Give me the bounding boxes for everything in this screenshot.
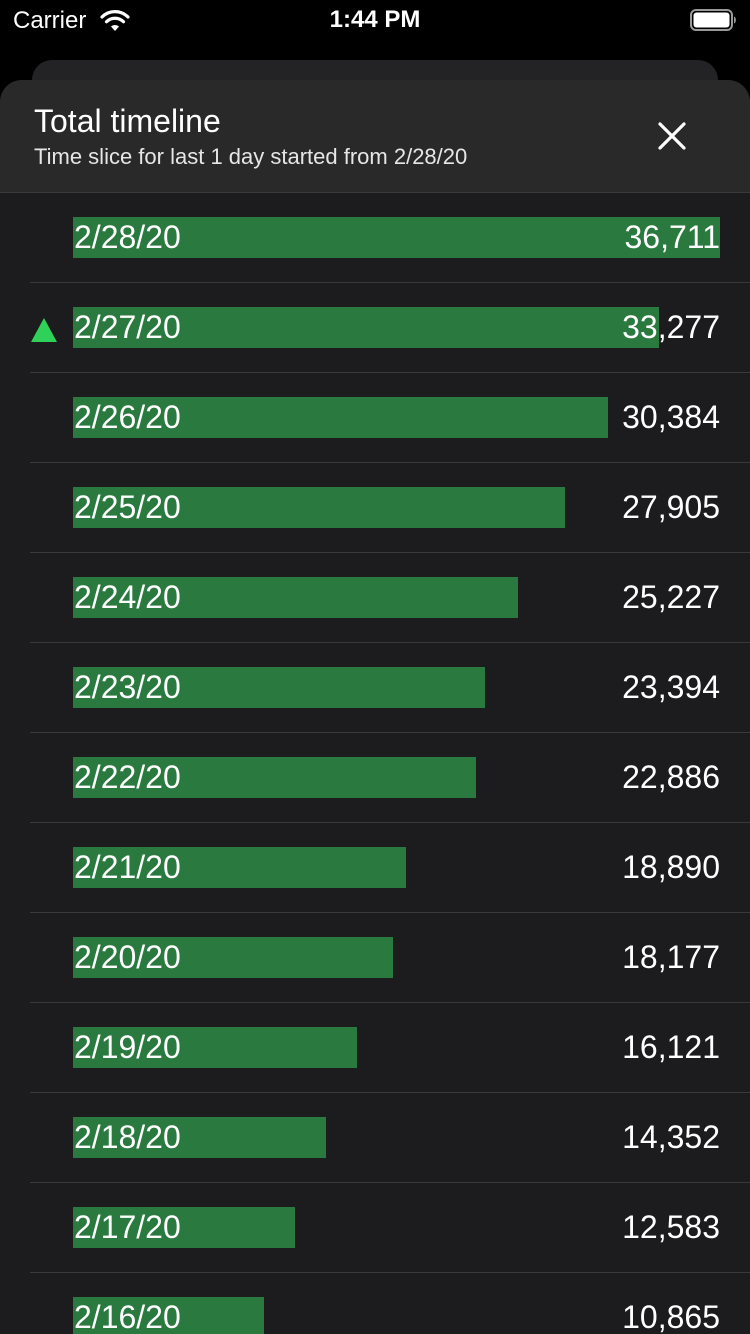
row-value: 22,886 [622, 759, 720, 795]
row-date: 2/22/20 [74, 759, 181, 795]
timeline-row[interactable]: 2/25/20 27,905 [30, 463, 750, 553]
timeline-row[interactable]: 2/24/20 25,227 [30, 553, 750, 643]
row-date: 2/25/20 [74, 489, 181, 525]
row-value: 30,384 [622, 399, 720, 435]
wifi-icon [100, 10, 130, 31]
row-value: 12,583 [622, 1209, 720, 1245]
row-date: 2/20/20 [74, 939, 181, 975]
count-bar [73, 397, 608, 438]
timeline-row[interactable]: 2/17/20 12,583 [30, 1183, 750, 1273]
count-bar [73, 937, 393, 978]
count-bar [73, 757, 476, 798]
row-date: 2/27/20 [74, 309, 181, 345]
count-bar [73, 1297, 264, 1334]
sheet-title: Total timeline [34, 103, 221, 139]
timeline-row[interactable]: 2/16/20 10,865 [30, 1273, 750, 1334]
row-value: 36,711 [624, 219, 721, 255]
trend-up-icon [31, 318, 57, 342]
row-value: 23,394 [622, 669, 720, 705]
timeline-row[interactable]: 2/23/20 23,394 [30, 643, 750, 733]
count-bar [73, 487, 565, 528]
timeline-sheet: Total timeline Time slice for last 1 day… [0, 80, 750, 1334]
row-value: 16,121 [622, 1029, 720, 1065]
row-value: 18,177 [622, 939, 720, 975]
battery-icon [690, 9, 736, 31]
row-date: 2/24/20 [74, 579, 181, 615]
count-bar [73, 1027, 357, 1068]
timeline-list: 2/28/20 36,711 2/27/20 33,277 2/26/20 30,384 2… [0, 193, 750, 1334]
row-value: 14,352 [622, 1119, 720, 1155]
count-bar [73, 1117, 326, 1158]
timeline-row[interactable]: 2/26/20 30,384 [30, 373, 750, 463]
timeline-row[interactable]: 2/22/20 22,886 [30, 733, 750, 823]
row-date: 2/21/20 [74, 849, 181, 885]
timeline-row[interactable]: 2/21/20 18,890 [30, 823, 750, 913]
timeline-row[interactable]: 2/27/20 33,277 [30, 283, 750, 373]
row-value: 25,227 [622, 579, 720, 615]
timeline-row[interactable]: 2/20/20 18,177 [30, 913, 750, 1003]
count-bar [73, 217, 720, 258]
row-date: 2/28/20 [74, 219, 181, 255]
close-button[interactable] [652, 116, 692, 156]
timeline-row[interactable]: 2/28/20 36,711 [30, 193, 750, 283]
row-date: 2/18/20 [74, 1119, 181, 1155]
close-icon [658, 122, 686, 150]
count-bar [73, 847, 406, 888]
row-value: 27,905 [622, 489, 720, 525]
clock: 1:44 PM [329, 6, 421, 33]
sheet-header: Total timeline Time slice for last 1 day… [0, 80, 750, 193]
sheet-subtitle: Time slice for last 1 day started from 2… [34, 144, 468, 169]
status-bar: Carrier 1:44 PM [0, 0, 750, 40]
count-bar [73, 577, 518, 618]
row-date: 2/26/20 [74, 399, 181, 435]
row-date: 2/19/20 [74, 1029, 181, 1065]
count-bar [73, 1207, 295, 1248]
row-date: 2/17/20 [74, 1209, 181, 1245]
row-date: 2/23/20 [74, 669, 181, 705]
carrier-label: Carrier [13, 7, 87, 34]
count-bar [73, 307, 659, 348]
timeline-row[interactable]: 2/18/20 14,352 [30, 1093, 750, 1183]
timeline-row[interactable]: 2/19/20 16,121 [30, 1003, 750, 1093]
row-value: 10,865 [622, 1299, 720, 1334]
row-date: 2/16/20 [74, 1299, 181, 1334]
row-value: 33,277 [622, 309, 720, 345]
count-bar [73, 667, 485, 708]
row-value: 18,890 [622, 849, 720, 885]
